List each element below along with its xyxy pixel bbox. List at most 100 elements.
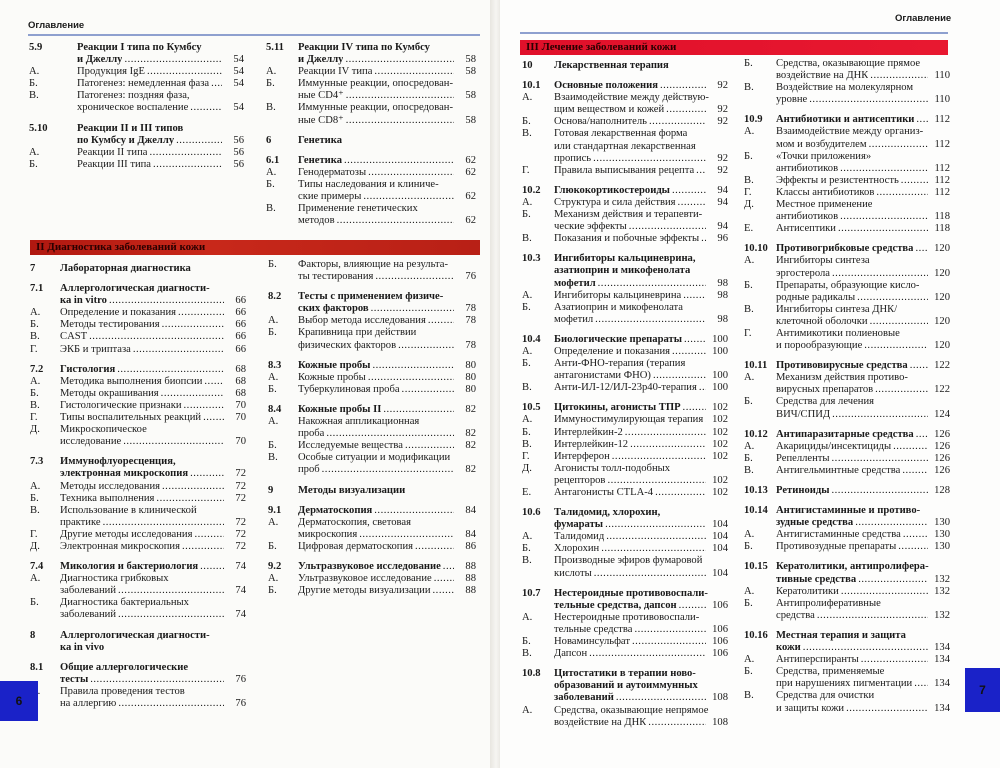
entry-number: Б. — [522, 301, 531, 313]
entry-number: А. — [268, 371, 279, 383]
page-ref: 134 — [934, 678, 950, 690]
entry-number: 10.1 — [522, 80, 541, 92]
entry-title: Электронная микроскопия — [60, 540, 180, 552]
entry-title: заболеваний — [60, 609, 116, 621]
page-ref: 80 — [465, 371, 476, 383]
entry-number: А. — [744, 585, 755, 597]
entry-number: Д. — [744, 199, 754, 211]
entry-title: Гистологические признаки — [60, 399, 182, 411]
entry-title: уровне — [776, 94, 808, 106]
toc-entry: Б. Основа/наполнитель 92 — [522, 116, 728, 128]
page-ref: 92 — [717, 164, 728, 176]
entry-number: А. — [268, 416, 279, 428]
entry-title: Готовая лекарственная форма — [554, 128, 688, 140]
dot-leader — [846, 703, 928, 715]
entry-title: Реакции IV типа по Кумбсу — [298, 42, 430, 53]
entry-number: 10.16 — [744, 629, 768, 641]
entry-title: Антимикотики полиеновые — [776, 327, 900, 339]
page-ref: 66 — [235, 331, 246, 343]
entry-title: Ингибиторы синтеза ДНК/ — [776, 303, 898, 315]
entry-title: ские примеры — [298, 191, 362, 203]
dot-leader — [153, 159, 222, 171]
page-ref: 124 — [934, 408, 950, 420]
entry-title: Дерматоскопия — [298, 504, 373, 516]
entry-title: Акарициды/инсектициды — [776, 440, 892, 452]
entry-title: тивные средства — [776, 573, 857, 585]
page-ref: 72 — [235, 516, 246, 528]
dot-leader — [699, 382, 706, 394]
entry-title: Кератолитики, антипролифера- — [776, 561, 929, 573]
toc-section-entry: 10.11 Противовирусные средства 122 — [744, 360, 950, 372]
dot-leader — [653, 370, 706, 382]
toc-entry: Б. Средства, оказывающие прямое воздействи… — [744, 58, 950, 82]
page-ref: 56 — [233, 134, 244, 146]
entry-title: ВИЧ/СПИД — [776, 408, 831, 420]
entry-number: 8.1 — [30, 661, 44, 673]
page-ref: 54 — [233, 66, 244, 78]
dot-leader — [875, 384, 928, 396]
toc-section-entry: 10.6 Талидомид, хлорохин,фумараты 104 — [522, 507, 728, 531]
entry-title: тельные средства — [554, 623, 633, 635]
entry-title: ка in vitro — [60, 295, 107, 307]
page-ref: 68 — [235, 387, 246, 399]
toc-entry: Б. Цифровая дерматоскопия 86 — [268, 541, 476, 553]
entry-title: Препараты, образующие кисло- — [776, 279, 920, 291]
dot-leader — [817, 610, 928, 622]
entry-title: ты тестирования — [298, 271, 374, 283]
toc-entry: А. Взаимодействие между организ-мом и воз… — [744, 126, 950, 150]
dot-leader — [855, 517, 928, 529]
entry-title: Интерлейкин-2 — [554, 426, 623, 438]
dot-leader — [672, 346, 706, 358]
entry-title: мом и возбудителем — [776, 138, 867, 150]
entry-number: А. — [266, 166, 277, 178]
page-ref: 120 — [934, 243, 950, 255]
entry-title: Общие аллергологические — [60, 661, 189, 673]
entry-number: Г. — [744, 327, 752, 339]
toc-entry: А. Взаимодействие между действую-щим веще… — [522, 92, 728, 116]
entry-number: 10.2 — [522, 184, 541, 196]
entry-title: проб — [298, 464, 320, 476]
page-ref: 112 — [934, 162, 951, 174]
entry-number: Б. — [30, 597, 39, 609]
entry-title: заболеваний — [60, 585, 116, 597]
page-ref: 72 — [235, 468, 246, 480]
entry-number: В. — [522, 648, 532, 660]
entry-title: кожи — [776, 642, 801, 654]
page-ref: 104 — [712, 519, 728, 531]
page-ref: 102 — [712, 487, 728, 498]
toc-entry: А. Кератолитики 132 — [744, 586, 950, 598]
entry-number: В. — [744, 174, 754, 186]
entry-title: Методы исследования — [60, 480, 161, 492]
page-ref: 68 — [235, 375, 246, 387]
entry-title: Антипролиферативные — [776, 597, 881, 609]
entry-number: Б. — [522, 358, 531, 370]
page-ref: 70 — [235, 412, 246, 424]
dot-leader — [372, 360, 454, 372]
toc-section-entry: 7 Лабораторная диагностика — [30, 263, 246, 275]
entry-title: Основные положения — [554, 80, 658, 92]
entry-title: Реакции II типа — [77, 146, 148, 158]
entry-number: Б. — [268, 540, 277, 552]
page-ref: 76 — [465, 271, 476, 283]
toc-entry: Б. Средства, применяемые при нарушениях пи… — [744, 666, 950, 690]
page-ref: 74 — [235, 585, 246, 597]
entry-number: В. — [266, 102, 276, 114]
dot-leader — [607, 475, 706, 487]
entry-title: Техника выполнения — [60, 492, 155, 504]
entry-number: 10.4 — [522, 333, 541, 345]
toc-section-entry: 10.1 Основные положения 92 — [522, 80, 728, 92]
entry-number: Е. — [744, 223, 754, 235]
entry-number: В. — [744, 82, 754, 94]
entry-title: Продукция IgE — [77, 66, 145, 78]
entry-title: Лабораторная диагностика — [60, 263, 191, 274]
entry-title: Азатиоприн и микофенолата — [554, 301, 683, 313]
entry-number: В. — [522, 128, 532, 140]
entry-title: антагонистами ФНО) — [554, 370, 651, 382]
page-ref: 92 — [717, 116, 728, 128]
entry-number: Б. — [268, 259, 277, 270]
entry-number: А. — [522, 414, 533, 426]
entry-number: В. — [522, 555, 532, 567]
